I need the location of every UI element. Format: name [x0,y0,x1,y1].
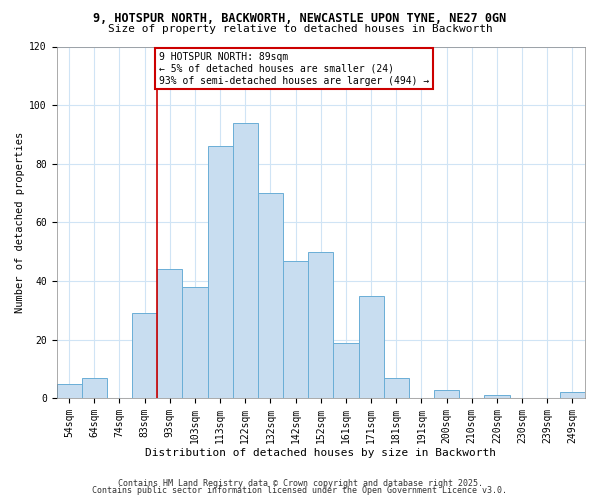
Bar [560,392,585,398]
Text: Contains public sector information licensed under the Open Government Licence v3: Contains public sector information licen… [92,486,508,495]
Bar [82,378,107,398]
Bar [359,296,383,399]
Bar [233,122,258,398]
Bar [56,384,82,398]
Bar [182,287,208,399]
Y-axis label: Number of detached properties: Number of detached properties [15,132,25,313]
Bar [383,378,409,398]
Text: 9, HOTSPUR NORTH, BACKWORTH, NEWCASTLE UPON TYNE, NE27 0GN: 9, HOTSPUR NORTH, BACKWORTH, NEWCASTLE U… [94,12,506,26]
X-axis label: Distribution of detached houses by size in Backworth: Distribution of detached houses by size … [145,448,496,458]
Text: Contains HM Land Registry data © Crown copyright and database right 2025.: Contains HM Land Registry data © Crown c… [118,478,482,488]
Text: Size of property relative to detached houses in Backworth: Size of property relative to detached ho… [107,24,493,34]
Bar [308,252,334,398]
Bar [208,146,233,399]
Bar [258,193,283,398]
Text: 9 HOTSPUR NORTH: 89sqm
← 5% of detached houses are smaller (24)
93% of semi-deta: 9 HOTSPUR NORTH: 89sqm ← 5% of detached … [159,52,430,86]
Bar [434,390,459,398]
Bar [283,260,308,398]
Bar [157,270,182,398]
Bar [132,314,157,398]
Bar [334,342,359,398]
Bar [484,396,509,398]
